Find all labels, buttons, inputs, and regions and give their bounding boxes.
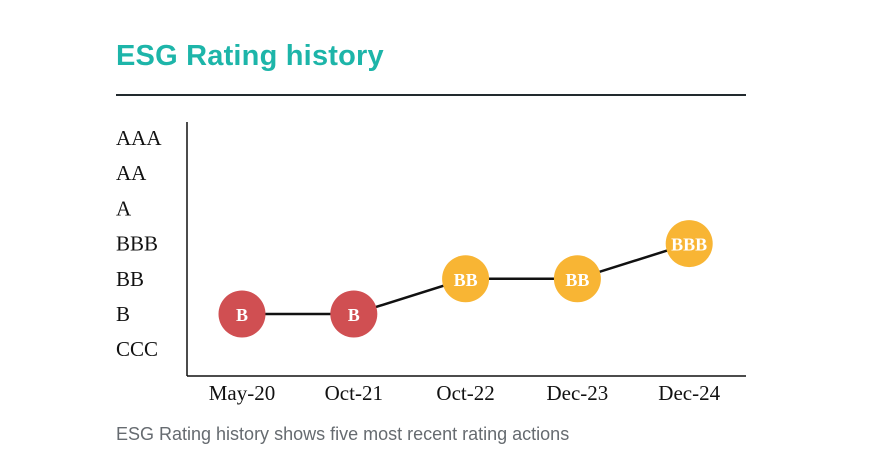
x-tick-label: Oct-21: [325, 381, 383, 405]
x-tick-label: Dec-24: [658, 381, 720, 405]
data-point-label: BB: [565, 270, 589, 290]
title-divider: [116, 94, 746, 96]
x-tick-label: Oct-22: [436, 381, 494, 405]
y-tick-label: A: [116, 196, 132, 220]
y-tick-label: B: [116, 302, 130, 326]
x-axis: May-20 Oct-21 Oct-22 Dec-23 Dec-24: [187, 375, 746, 405]
data-point-marker: [442, 255, 490, 303]
chart-caption: ESG Rating history shows five most recen…: [116, 424, 570, 444]
x-tick-label: May-20: [209, 381, 276, 405]
data-point-marker: [218, 290, 266, 338]
x-tick-label: Dec-23: [546, 381, 608, 405]
y-tick-label: AA: [116, 161, 147, 185]
data-point-marker: [553, 255, 601, 303]
data-point-label: BB: [454, 270, 478, 290]
data-point-label: B: [236, 305, 248, 325]
y-tick-label: CCC: [116, 337, 158, 361]
chart-title: ESG Rating history: [116, 40, 384, 72]
data-point-marker: [330, 290, 378, 338]
y-tick-label: BBB: [116, 232, 158, 256]
y-tick-label: AAA: [116, 126, 162, 150]
data-point-label: BBB: [671, 235, 707, 255]
data-point-marker: [665, 220, 713, 268]
y-tick-label: BB: [116, 267, 144, 291]
data-point-label: B: [348, 305, 360, 325]
